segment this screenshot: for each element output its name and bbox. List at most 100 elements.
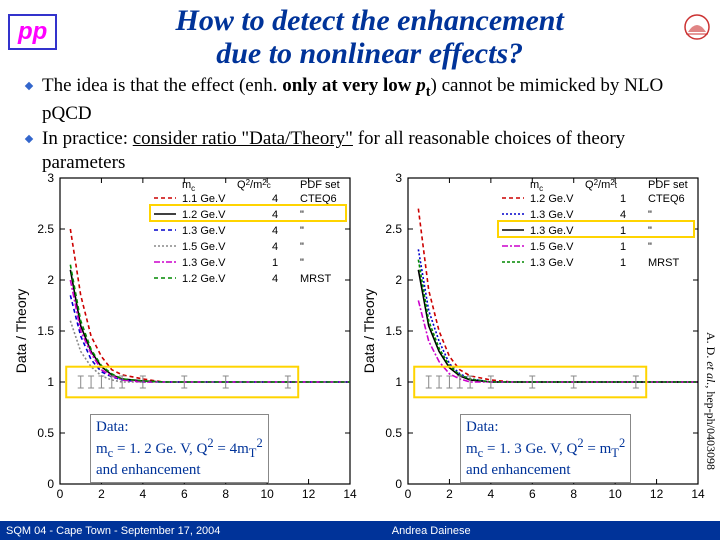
svg-text:": " (648, 241, 652, 253)
footer-left: SQM 04 - Cape Town - September 17, 2004 (6, 525, 220, 537)
diamond-bullet-icon (24, 134, 34, 144)
svg-text:1: 1 (620, 241, 626, 253)
svg-text:1: 1 (620, 257, 626, 269)
plots-area: 0246810121400.511.522.53Data / TheorymcQ… (12, 170, 708, 500)
svg-text:1: 1 (395, 375, 402, 389)
svg-text:1.1 Ge.V: 1.1 Ge.V (182, 193, 226, 205)
citation-text: A. D. et al., hep-ph/0403098 (703, 332, 718, 470)
bullet-item: The idea is that the effect (enh. only a… (24, 74, 700, 125)
text-span: , hep-ph/0403098 (704, 385, 718, 470)
databox-line: and enhancement (96, 462, 201, 478)
svg-text:2: 2 (47, 273, 54, 287)
svg-text:14: 14 (691, 487, 705, 500)
svg-text:1: 1 (272, 257, 278, 269)
svg-text:1.5 Ge.V: 1.5 Ge.V (530, 241, 574, 253)
slide-title: How to detect the enhancement due to non… (57, 4, 682, 70)
svg-text:": " (300, 209, 304, 221)
plot-right: 0246810121400.511.522.53Data / TheorymcQ… (360, 170, 708, 500)
footer-bar: SQM 04 - Cape Town - September 17, 2004 … (0, 521, 720, 540)
svg-text:8: 8 (570, 487, 577, 500)
institute-logo-icon (682, 12, 712, 42)
svg-text:14: 14 (343, 487, 357, 500)
svg-text:0: 0 (57, 487, 64, 500)
svg-text:1.3 Ge.V: 1.3 Ge.V (530, 225, 574, 237)
svg-text:10: 10 (260, 487, 274, 500)
svg-text:4: 4 (620, 209, 626, 221)
svg-text:mc: mc (182, 179, 195, 193)
svg-text:4: 4 (272, 241, 278, 253)
svg-text:4: 4 (272, 273, 278, 285)
svg-text:12: 12 (302, 487, 316, 500)
title-line-1: How to detect the enhancement (176, 4, 564, 37)
svg-text:MRST: MRST (648, 257, 679, 269)
svg-text:Data / Theory: Data / Theory (361, 289, 377, 374)
svg-text:1: 1 (47, 375, 54, 389)
text-span: In practice: (42, 128, 133, 149)
svg-text:1: 1 (620, 225, 626, 237)
svg-text:3: 3 (47, 171, 54, 185)
databox-line: mc = 1. 2 Ge. V, Q2 = 4mT2 (96, 441, 263, 457)
bullet-list: The idea is that the effect (enh. only a… (0, 70, 720, 175)
databox-line: and enhancement (466, 462, 571, 478)
svg-text:1: 1 (620, 193, 626, 205)
text-underline: consider ratio "Data/Theory" (133, 128, 353, 149)
svg-text:1.2 Ge.V: 1.2 Ge.V (530, 193, 574, 205)
text-italic: et al. (704, 361, 718, 385)
text-span: The idea is that the effect (enh. (42, 75, 282, 96)
plot-left: 0246810121400.511.522.53Data / TheorymcQ… (12, 170, 360, 500)
svg-text:4: 4 (140, 487, 147, 500)
svg-text:MRST: MRST (300, 273, 331, 285)
diamond-bullet-icon (24, 81, 34, 91)
svg-text:4: 4 (272, 193, 278, 205)
text-bold: only at very low (282, 75, 416, 96)
data-annotation-box: Data: mc = 1. 2 Ge. V, Q2 = 4mT2 and enh… (90, 414, 269, 483)
svg-text:PDF set: PDF set (300, 179, 340, 191)
svg-text:1.5: 1.5 (385, 324, 402, 338)
svg-text:4: 4 (272, 209, 278, 221)
svg-text:": " (648, 209, 652, 221)
svg-text:12: 12 (650, 487, 664, 500)
pp-badge: pp (8, 14, 57, 50)
svg-text:2.5: 2.5 (37, 222, 54, 236)
bullet-text: In practice: consider ratio "Data/Theory… (42, 127, 700, 175)
svg-text:Q2/m2t: Q2/m2t (585, 178, 618, 191)
bullet-item: In practice: consider ratio "Data/Theory… (24, 127, 700, 175)
svg-text:Data / Theory: Data / Theory (13, 289, 29, 374)
svg-text:mc: mc (530, 179, 543, 193)
svg-text:0.5: 0.5 (37, 426, 54, 440)
databox-line: Data: (96, 419, 128, 435)
svg-text:1.3 Ge.V: 1.3 Ge.V (182, 225, 226, 237)
svg-text:PDF set: PDF set (648, 179, 688, 191)
svg-text:0.5: 0.5 (385, 426, 402, 440)
title-line-2: due to nonlinear effects? (216, 37, 523, 70)
svg-text:Q2/m2c: Q2/m2c (237, 178, 271, 191)
svg-text:": " (648, 225, 652, 237)
svg-text:CTEQ6: CTEQ6 (300, 193, 337, 205)
svg-text:10: 10 (608, 487, 622, 500)
svg-text:1.3 Ge.V: 1.3 Ge.V (530, 257, 574, 269)
databox-line: mc = 1. 3 Ge. V, Q2 = mT2 (466, 441, 625, 457)
svg-text:1.2 Ge.V: 1.2 Ge.V (182, 273, 226, 285)
svg-text:": " (300, 225, 304, 237)
svg-text:1.5: 1.5 (37, 324, 54, 338)
footer-center: Andrea Dainese (392, 525, 471, 537)
data-annotation-box: Data: mc = 1. 3 Ge. V, Q2 = mT2 and enha… (460, 414, 631, 483)
svg-text:": " (300, 241, 304, 253)
svg-text:1.2 Ge.V: 1.2 Ge.V (182, 209, 226, 221)
svg-text:2: 2 (395, 273, 402, 287)
svg-text:2: 2 (98, 487, 105, 500)
svg-text:1.5 Ge.V: 1.5 Ge.V (182, 241, 226, 253)
svg-text:4: 4 (488, 487, 495, 500)
svg-text:": " (300, 257, 304, 269)
svg-text:2: 2 (446, 487, 453, 500)
databox-line: Data: (466, 419, 498, 435)
svg-text:4: 4 (272, 225, 278, 237)
text-var: p (416, 75, 426, 96)
svg-text:0: 0 (405, 487, 412, 500)
svg-text:1.3 Ge.V: 1.3 Ge.V (182, 257, 226, 269)
svg-text:3: 3 (395, 171, 402, 185)
svg-text:0: 0 (395, 477, 402, 491)
text-span: A. D. (704, 332, 718, 361)
svg-text:2.5: 2.5 (385, 222, 402, 236)
slide-header: pp How to detect the enhancement due to … (0, 0, 720, 70)
